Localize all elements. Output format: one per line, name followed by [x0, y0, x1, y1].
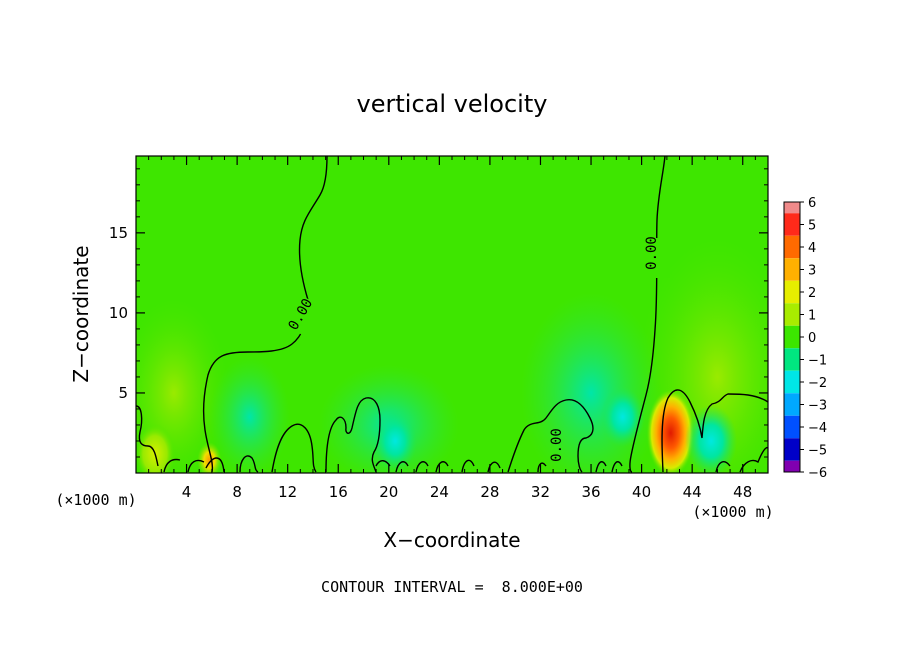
colorbar-label: 0: [808, 331, 816, 346]
colorbar-swatch: [784, 393, 800, 405]
x-tick-label: 16: [329, 483, 348, 501]
x-tick-label: 36: [581, 483, 600, 501]
colorbar-swatch: [784, 427, 800, 439]
contour-line-left-plume: [202, 156, 328, 473]
colorbar-swatch: [784, 438, 800, 450]
y-tick-label: 15: [109, 224, 128, 242]
colorbar-swatch: [784, 235, 800, 247]
colorbar-label: 3: [808, 264, 816, 279]
y-axis-label: Z−coordinate: [69, 245, 93, 382]
colorbar-label: −3: [808, 399, 827, 414]
colorbar-swatch: [784, 247, 800, 259]
x-axis: 4 8 12 16 20 24 28 32 36 40 44 48: [148, 156, 756, 501]
colorbar-swatch: [784, 337, 800, 349]
colorbar-swatch: [784, 382, 800, 394]
colorbar-swatch: [784, 404, 800, 416]
field-shade-1: [637, 236, 768, 473]
x-tick-label: 20: [379, 483, 398, 501]
plot-area: 0.00 0.00 0.00: [136, 156, 768, 473]
y-tick-label: 10: [109, 304, 128, 322]
colorbar-swatch: [784, 269, 800, 281]
colorbar: 6 5 4 3 2 1 0 −1 −2 −3 −4 −5 −6: [783, 196, 827, 481]
field-feature-0: [646, 388, 695, 473]
colorbar-label: −2: [808, 376, 827, 391]
field-feature-1: [197, 442, 222, 473]
x-tick-label: 8: [232, 483, 242, 501]
x-unit-left: (×1000 m): [55, 491, 136, 509]
field-feature-4: [600, 386, 645, 447]
colorbar-label: 1: [808, 309, 816, 324]
x-tick-label: 12: [278, 483, 297, 501]
colorbar-swatch: [784, 303, 800, 315]
x-tick-label: 44: [683, 483, 702, 501]
colorbar-swatch: [784, 370, 800, 382]
x-tick-label: 24: [430, 483, 449, 501]
chart-title: vertical velocity: [357, 90, 548, 118]
x-tick-label: 4: [182, 483, 192, 501]
colorbar-label: 4: [808, 241, 816, 256]
colorbar-label: −4: [808, 421, 827, 436]
x-tick-label: 28: [480, 483, 499, 501]
field-shade-4: [209, 356, 290, 473]
colorbar-label: 2: [808, 286, 816, 301]
x-unit-right: (×1000 m): [692, 503, 773, 521]
contour-label-3: 0.00: [549, 428, 565, 462]
contour-line-bumps-mid: [239, 397, 381, 473]
colorbar-swatch: [784, 258, 800, 270]
contour-label-2: 0.00: [644, 236, 660, 270]
colorbar-label: −6: [808, 466, 827, 481]
contour-line-right-bump: [507, 399, 594, 473]
contour-interval-text: CONTOUR INTERVAL = 8.000E+00: [321, 578, 583, 596]
colorbar-swatch: [784, 292, 800, 304]
colorbar-swatch: [784, 213, 800, 225]
colorbar-label: −5: [808, 444, 827, 459]
colorbar-swatch: [784, 449, 800, 461]
colorbar-label: 6: [808, 196, 816, 211]
x-axis-label: X−coordinate: [383, 528, 520, 552]
colorbar-swatch: [784, 280, 800, 292]
colorbar-swatch: [784, 359, 800, 371]
zero-contour-lines: [136, 156, 768, 473]
x-tick-label: 48: [733, 483, 752, 501]
contour-label-group: 0.00 0.00 0.00: [275, 236, 670, 462]
contour-line-left-base: [136, 405, 225, 473]
y-tick-label: 5: [118, 384, 128, 402]
field-feature-2: [136, 423, 175, 473]
contour-line-small-loops: [537, 446, 768, 473]
colorbar-label: 5: [808, 219, 816, 234]
contour-line-right-plume: [629, 156, 666, 473]
colorbar-label: −1: [808, 354, 827, 369]
field-feature-5: [373, 410, 418, 471]
colorbar-swatch: [784, 415, 800, 427]
x-tick-label: 32: [531, 483, 550, 501]
colorbar-swatch: [784, 348, 800, 360]
contour-line-right-core: [661, 389, 768, 473]
colorbar-swatch: [784, 202, 800, 214]
colorbar-swatch: [784, 224, 800, 236]
x-tick-label: 40: [632, 483, 651, 501]
contour-line-bumps-center: [375, 459, 501, 473]
colorbar-swatch: [784, 314, 800, 326]
colorbar-swatch: [784, 460, 800, 472]
colorbar-swatch: [784, 325, 800, 337]
y-axis: 5 10 15: [109, 168, 768, 458]
